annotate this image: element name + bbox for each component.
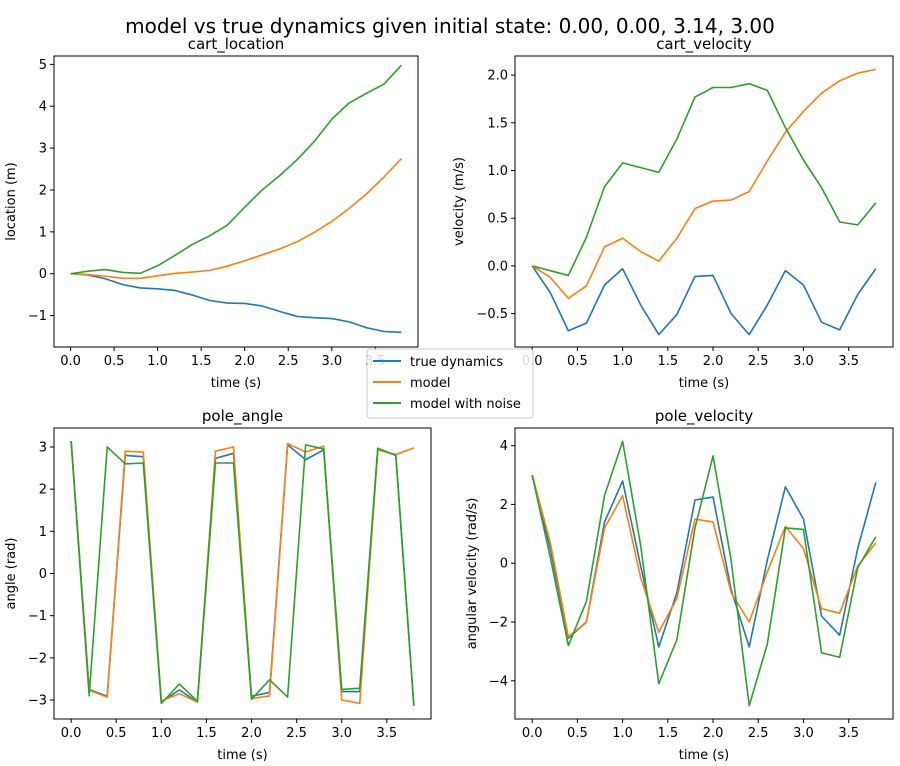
- series-line-model-with-noise: [531, 82, 877, 277]
- x-axis-label: time (s): [217, 748, 267, 763]
- x-tick-label: 2.5: [748, 354, 769, 369]
- x-tick-label: 1.5: [657, 354, 678, 369]
- x-tick-label: 0.0: [522, 726, 543, 741]
- y-tick-label: −0.5: [476, 307, 508, 322]
- legend-label-true-dynamics: true dynamics: [410, 355, 503, 370]
- subplot-pole-angle: 0.0 0.5 1.0 1.5 2.0 2.5 3.0 3.5 −3 −2 −1 0 1 2 3 pole_a…: [4, 407, 432, 763]
- x-tick-label: 0.5: [104, 354, 125, 369]
- y-tick-label: 0: [500, 557, 508, 572]
- x-tick-label: 1.5: [657, 726, 678, 741]
- y-tick-label: 0: [39, 567, 47, 582]
- x-axis-label: time (s): [679, 748, 729, 763]
- series-line-true-dynamics: [531, 265, 877, 336]
- y-tick-label: −2: [489, 616, 508, 631]
- x-tick-label: 3.0: [331, 726, 352, 741]
- x-tick-label: 3.0: [793, 354, 814, 369]
- x-tick-label: 2.5: [278, 354, 299, 369]
- x-tick-label: 2.5: [748, 726, 769, 741]
- legend-frame: [366, 348, 534, 419]
- series-line-model: [70, 158, 403, 280]
- x-tick-label: 2.0: [703, 726, 724, 741]
- y-axis-label: velocity (m/s): [452, 157, 467, 246]
- x-tick-label: 1.5: [196, 726, 217, 741]
- x-tick-label: 2.0: [234, 354, 255, 369]
- legend: true dynamics model model with noise: [366, 348, 534, 419]
- x-tick-label: 3.5: [838, 726, 859, 741]
- series-line-model: [531, 474, 877, 638]
- subplot-title: pole_velocity: [655, 407, 753, 426]
- y-tick-label: −2: [28, 651, 47, 666]
- x-tick-label: 2.0: [703, 354, 724, 369]
- y-axis-label: angle (rad): [4, 538, 19, 610]
- x-tick-label: 3.0: [321, 354, 342, 369]
- y-tick-label: 1: [39, 225, 47, 240]
- y-tick-label: 4: [39, 100, 47, 115]
- figure-title: model vs true dynamics given initial sta…: [125, 14, 775, 38]
- x-tick-label: 2.5: [286, 726, 307, 741]
- y-tick-label: 0.5: [487, 212, 508, 227]
- subplot-cart-velocity: 0.00.51.01.52.02.53.03.5−0.50.00.51.01.5…: [452, 35, 894, 391]
- y-tick-label: 1: [39, 525, 47, 540]
- x-tick-label: 0.0: [60, 354, 81, 369]
- subplot-title: cart_velocity: [656, 35, 752, 54]
- y-tick-label: 1.5: [487, 116, 508, 131]
- y-tick-label: −1: [28, 609, 47, 624]
- x-tick-label: 1.5: [191, 354, 212, 369]
- legend-label-model-with-noise: model with noise: [410, 397, 521, 412]
- axes-frame: [514, 427, 894, 720]
- x-tick-label: 3.5: [838, 354, 859, 369]
- y-axis-label: angular velocity (rad/s): [465, 498, 480, 650]
- y-tick-label: 4: [500, 439, 508, 454]
- subplot-cart-location: 0.00.51.01.52.02.53.03.5−1012345cart_loc…: [4, 35, 419, 391]
- series-line-true-dynamics: [70, 272, 402, 334]
- x-tick-label: 2.0: [241, 726, 262, 741]
- series-line-model-with-noise: [70, 441, 415, 706]
- series-line-model: [531, 68, 876, 300]
- y-tick-label: 2: [39, 483, 47, 498]
- y-tick-label: 3: [39, 142, 47, 157]
- x-tick-label: 1.0: [612, 354, 633, 369]
- y-tick-label: 0: [39, 267, 47, 282]
- axes-frame: [514, 55, 894, 348]
- x-tick-label: 0.5: [567, 726, 588, 741]
- subplot-title: cart_location: [188, 35, 285, 54]
- y-tick-label: 0.0: [487, 259, 508, 274]
- y-axis-label: location (m): [4, 162, 19, 241]
- y-tick-label: 3: [39, 440, 47, 455]
- axes-frame: [53, 55, 419, 348]
- y-tick-label: 1.0: [487, 164, 508, 179]
- y-tick-label: 2.0: [487, 69, 508, 84]
- x-tick-label: 1.0: [151, 726, 172, 741]
- series-line-model-with-noise: [70, 64, 403, 275]
- x-tick-label: 0.5: [567, 354, 588, 369]
- legend-label-model: model: [410, 376, 450, 391]
- y-tick-label: 2: [500, 498, 508, 513]
- x-axis-label: time (s): [679, 376, 729, 391]
- y-tick-label: −3: [28, 694, 47, 709]
- x-tick-label: 0.5: [106, 726, 127, 741]
- x-tick-label: 1.0: [612, 726, 633, 741]
- y-tick-label: 2: [39, 183, 47, 198]
- x-tick-label: 1.0: [147, 354, 168, 369]
- x-tick-label: 3.0: [793, 726, 814, 741]
- subplot-title: pole_angle: [202, 407, 283, 426]
- subplot-pole-velocity: 0.0 0.5 1.0 1.5 2.0 2.5 3.0 3.5 −4 −2 0 2 4 pole_velo…: [465, 407, 894, 763]
- x-tick-label: 3.5: [376, 726, 397, 741]
- y-tick-label: −4: [489, 674, 508, 689]
- series-line-model-with-noise: [531, 440, 877, 707]
- y-tick-label: 5: [39, 58, 47, 73]
- x-tick-label: 0.0: [61, 726, 82, 741]
- y-tick-label: −1: [28, 309, 47, 324]
- x-axis-label: time (s): [211, 376, 261, 391]
